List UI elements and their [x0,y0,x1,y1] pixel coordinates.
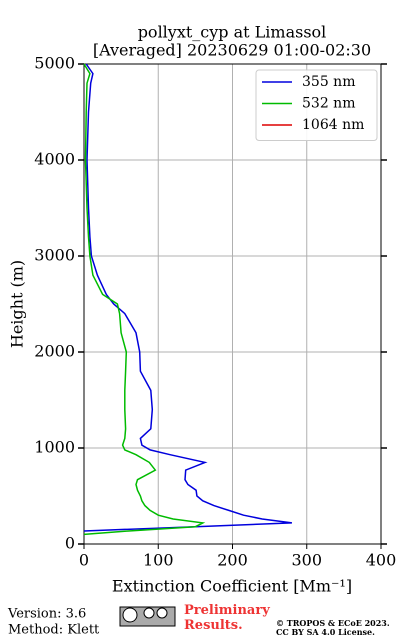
y-tick-label: 0 [65,534,75,553]
x-tick-label: 100 [143,551,174,570]
legend: 355 nm 532 nm 1064 nm [255,69,378,141]
legend-label: 1064 nm [302,117,364,133]
x-axis-label: Extinction Coefficient [Mm⁻¹] [112,577,352,596]
legend-label: 532 nm [302,96,355,112]
version: Version: 3.6 [7,607,86,622]
y-tick-label: 1000 [34,438,75,457]
cc-logo [119,606,176,627]
chart-subtitle: [Averaged] 20230629 01:00-02:30 [93,41,371,60]
x-tick-label: 400 [366,551,397,570]
legend-box [255,69,378,141]
y-tick-label: 3000 [34,246,75,265]
y-axis-label: Height (m) [8,260,27,348]
x-tick-label: 300 [291,551,322,570]
x-tick-label: 200 [217,551,248,570]
notice: Preliminary Results. [184,603,270,633]
chart-title: pollyxt_cyp at Limassol [138,23,327,42]
legend-label: 355 nm [302,74,355,90]
plot-frame [83,63,382,545]
y-tick-label: 2000 [34,342,75,361]
license: CC BY SA 4.0 License. [276,627,375,637]
profile-line [83,63,292,532]
y-tick-label: 5000 [34,54,75,73]
method: Method: Klett [8,623,100,638]
copyright: © TROPOS & ECoE 2023. [276,618,390,628]
x-tick-label: 0 [79,551,89,570]
y-tick-label: 4000 [34,150,75,169]
profile-line [83,63,206,536]
